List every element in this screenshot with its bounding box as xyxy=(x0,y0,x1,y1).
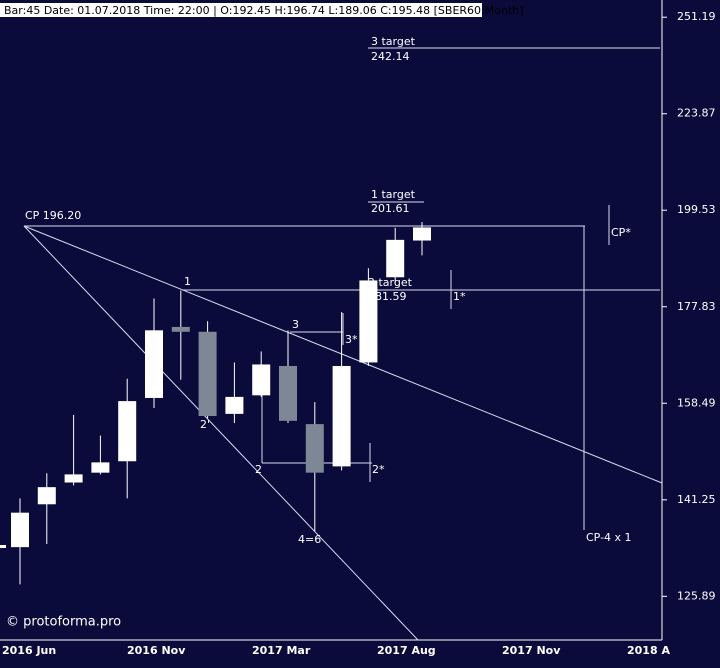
x-tick-label: 2017 Mar xyxy=(252,644,311,657)
candle-body xyxy=(386,239,405,278)
annotation: 2' xyxy=(200,418,210,431)
trend-line xyxy=(23,225,663,484)
y-tick-label: 158.49 xyxy=(677,396,716,409)
annotation: CP 196.20 xyxy=(25,209,81,222)
annotation: 2* xyxy=(372,463,385,476)
x-tick-label: 2016 Nov xyxy=(127,644,186,657)
x-tick-label: 2017 Aug xyxy=(377,644,436,657)
candle-body xyxy=(91,462,110,473)
y-tick-label: 251.19 xyxy=(677,10,716,23)
candle-body xyxy=(64,474,83,483)
header: Bar:45 Date: 01.07.2018 Time: 22:00 | O:… xyxy=(4,4,524,17)
annotation: 1 target xyxy=(371,188,416,201)
candle-body xyxy=(198,331,217,417)
y-tick-label: 125.89 xyxy=(677,589,716,602)
x-tick-label: 2017 Nov xyxy=(502,644,561,657)
candle-body xyxy=(413,227,431,241)
annotation: 242.14 xyxy=(371,50,410,63)
annotation: 3* xyxy=(345,333,358,346)
annotation: CP* xyxy=(611,226,631,239)
candle-body xyxy=(225,396,244,414)
candle-body xyxy=(252,364,271,396)
candle-body xyxy=(332,365,351,467)
candle-body xyxy=(305,424,324,473)
price-marker xyxy=(0,545,6,548)
candle-body xyxy=(11,512,29,548)
annotation: 1* xyxy=(453,290,466,303)
annotation: CP-4 x 1 xyxy=(586,531,632,544)
annotation: 2 target xyxy=(368,276,413,289)
annotation: 2 xyxy=(255,463,262,476)
candle-body xyxy=(118,401,137,462)
watermark: © protoforma.pro xyxy=(6,615,121,630)
y-tick-label: 199.53 xyxy=(677,203,716,216)
y-tick-label: 177.83 xyxy=(677,300,716,313)
annotation: 181.59 xyxy=(368,290,407,303)
trend-line xyxy=(23,225,419,641)
y-tick-label: 223.87 xyxy=(677,107,716,120)
candle-body xyxy=(359,280,378,363)
axes: 125.89 141.25 158.49 177.83 199.53 223.87 251.… xyxy=(2,10,716,657)
annotation: 201.61 xyxy=(371,202,410,215)
candle-body xyxy=(171,326,190,332)
annotation: 4=6 xyxy=(298,533,321,546)
header-box xyxy=(0,3,482,17)
candles xyxy=(11,222,431,585)
candle-body xyxy=(145,330,163,398)
annotation: 3 target xyxy=(371,35,416,48)
candle-body xyxy=(279,365,297,421)
y-tick-label: 141.25 xyxy=(677,493,716,506)
annotation: 3 xyxy=(292,318,299,331)
x-tick-label: 2016 Jun xyxy=(2,644,56,657)
annotation: 1 xyxy=(184,275,191,288)
x-tick-label: 2018 A xyxy=(627,644,670,657)
candle-body xyxy=(37,487,56,505)
